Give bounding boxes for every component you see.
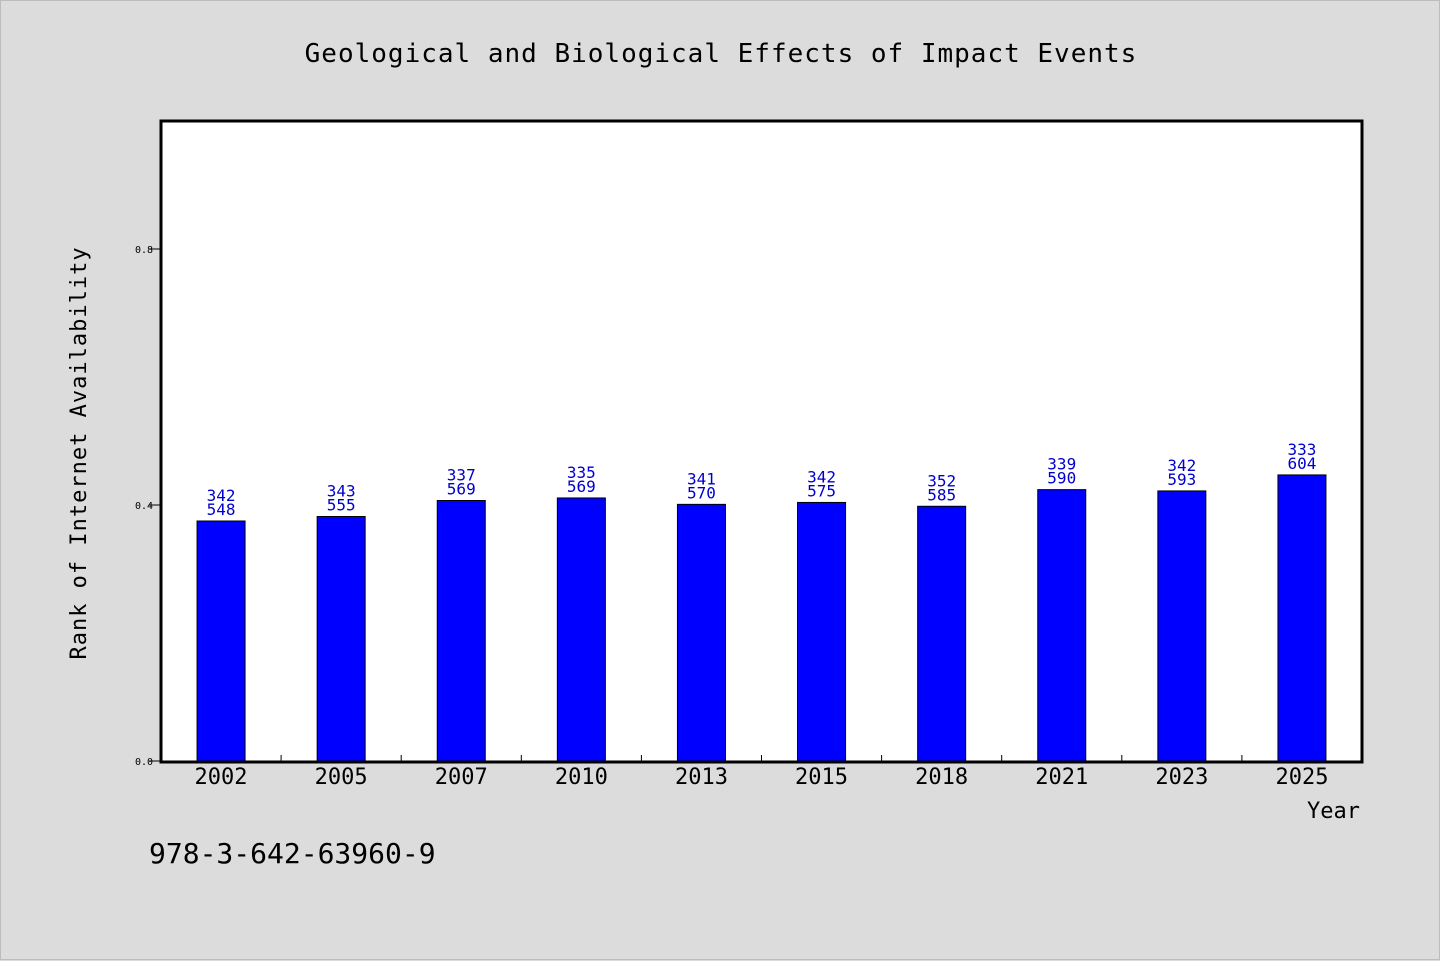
data-label-bottom: 570	[687, 483, 716, 502]
x-axis-label: Year	[1307, 799, 1360, 824]
data-label-bottom: 569	[567, 477, 596, 496]
data-label-bottom: 575	[807, 481, 836, 500]
data-label-bottom: 604	[1287, 454, 1316, 473]
x-tick-label: 2002	[195, 765, 248, 790]
data-label-bottom: 593	[1167, 470, 1196, 489]
data-label-top: 341	[687, 469, 716, 488]
x-tick-label: 2021	[1035, 765, 1088, 790]
bar-2025	[1277, 474, 1327, 762]
data-label-bottom: 555	[327, 496, 356, 515]
bar-2018	[917, 505, 967, 762]
data-label-top: 343	[327, 482, 356, 501]
y-axis: 0.0 0.4 0.8	[135, 245, 161, 768]
data-label-bottom: 590	[1047, 469, 1076, 488]
bar-2002	[196, 520, 246, 762]
data-label-top: 352	[927, 471, 956, 490]
data-label-bottom: 585	[927, 485, 956, 504]
data-label-bottom: 548	[207, 500, 236, 519]
x-tick-label: 2025	[1275, 765, 1328, 790]
data-label-top: 342	[807, 467, 836, 486]
data-label-top: 342	[207, 486, 236, 505]
data-label-top: 333	[1287, 440, 1316, 459]
x-tick-label: 2015	[795, 765, 848, 790]
x-axis: 2002 2005 2007 2010 2013 2015 2018 2021 2023 2025	[195, 755, 1328, 790]
bar-2015	[797, 501, 847, 762]
chart-title: Geological and Biological Effects of Imp…	[305, 39, 1138, 69]
data-label-top: 335	[567, 463, 596, 482]
bars-group	[196, 474, 1327, 762]
y-tick-label: 0.0	[135, 757, 153, 768]
bar-2013	[676, 503, 726, 762]
bar-2021	[1037, 489, 1087, 762]
x-tick-label: 2005	[315, 765, 368, 790]
x-tick-label: 2010	[555, 765, 608, 790]
x-tick-label: 2023	[1155, 765, 1208, 790]
x-tick-label: 2013	[675, 765, 728, 790]
bar-2023	[1157, 490, 1207, 762]
bar-2010	[556, 497, 606, 762]
data-label-bottom: 569	[447, 480, 476, 499]
bar-2005	[316, 516, 366, 762]
data-label-top: 342	[1167, 456, 1196, 475]
y-tick-label: 0.8	[135, 245, 153, 256]
y-tick-label: 0.4	[135, 501, 153, 512]
y-axis-label: Rank of Internet Availability	[67, 246, 92, 659]
data-label-top: 337	[447, 466, 476, 485]
bar-2007	[436, 500, 486, 762]
isbn-text: 978-3-642-63960-9	[149, 837, 436, 870]
x-tick-label: 2007	[435, 765, 488, 790]
x-tick-label: 2018	[915, 765, 968, 790]
data-label-top: 339	[1047, 455, 1076, 474]
